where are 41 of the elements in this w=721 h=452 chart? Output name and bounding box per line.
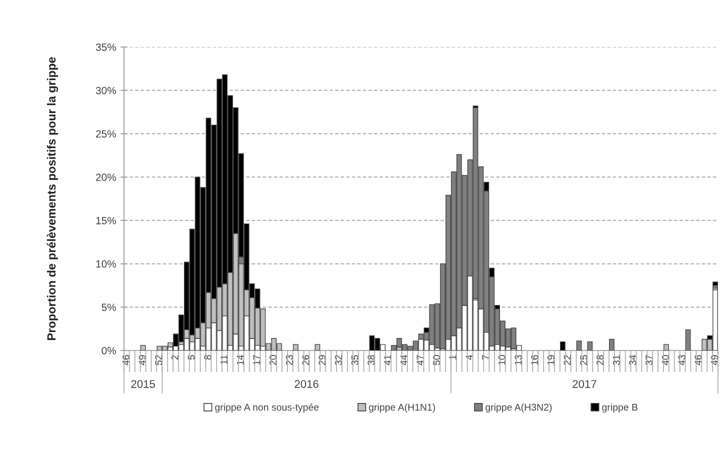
x-tick-label: 5 xyxy=(188,355,195,360)
bar xyxy=(587,341,593,350)
y-tick-label: 10% xyxy=(96,260,116,268)
annotation: 2015 xyxy=(131,380,155,388)
x-tick-label: 46 xyxy=(694,355,702,366)
x-tick-label: 46 xyxy=(122,355,130,366)
annotation: 2016 xyxy=(294,380,318,388)
y-tick-label: 35% xyxy=(96,44,116,51)
legend-label: grippe A(H3N2) xyxy=(486,404,552,413)
bar xyxy=(609,338,614,350)
legend-label: grippe A(H1N1) xyxy=(369,404,436,413)
x-tick-label: 2 xyxy=(171,355,178,360)
y-tick-label: 25% xyxy=(96,130,116,138)
y-tick-label: 5% xyxy=(102,304,116,312)
x-tick-label: 31 xyxy=(612,355,620,366)
bar xyxy=(560,341,566,350)
bar xyxy=(314,344,320,350)
y-tick-label: 15% xyxy=(96,216,116,224)
y-tick-label: 0% xyxy=(102,347,116,354)
y-tick-label: 30% xyxy=(96,86,116,94)
bar xyxy=(664,344,669,350)
legend-label: grippe A non sous-typée xyxy=(215,403,319,413)
bar xyxy=(292,344,298,350)
bar xyxy=(576,340,582,350)
x-tick-label: 49 xyxy=(711,355,718,366)
x-tick-label: 14 xyxy=(236,354,244,365)
annotation: 2017 xyxy=(572,380,596,388)
y-tick-label: 20% xyxy=(96,174,116,181)
x-tick-label: 10 xyxy=(498,355,506,365)
y-axis-title: Proportion de prélèvements positifs pour la grippe xyxy=(46,57,58,340)
bar xyxy=(140,344,146,350)
x-tick-label: 50 xyxy=(433,355,440,366)
legend-label: grippe B xyxy=(602,404,638,413)
x-tick-label: 16 xyxy=(531,355,538,365)
x-tick-label: 32 xyxy=(334,355,342,366)
x-tick-label: 19 xyxy=(548,355,554,365)
x-tick-label: 23 xyxy=(286,355,293,365)
bar xyxy=(712,282,718,286)
x-tick-label: 40 xyxy=(662,355,669,366)
x-tick-label: 52 xyxy=(155,355,162,366)
bar xyxy=(685,329,691,350)
